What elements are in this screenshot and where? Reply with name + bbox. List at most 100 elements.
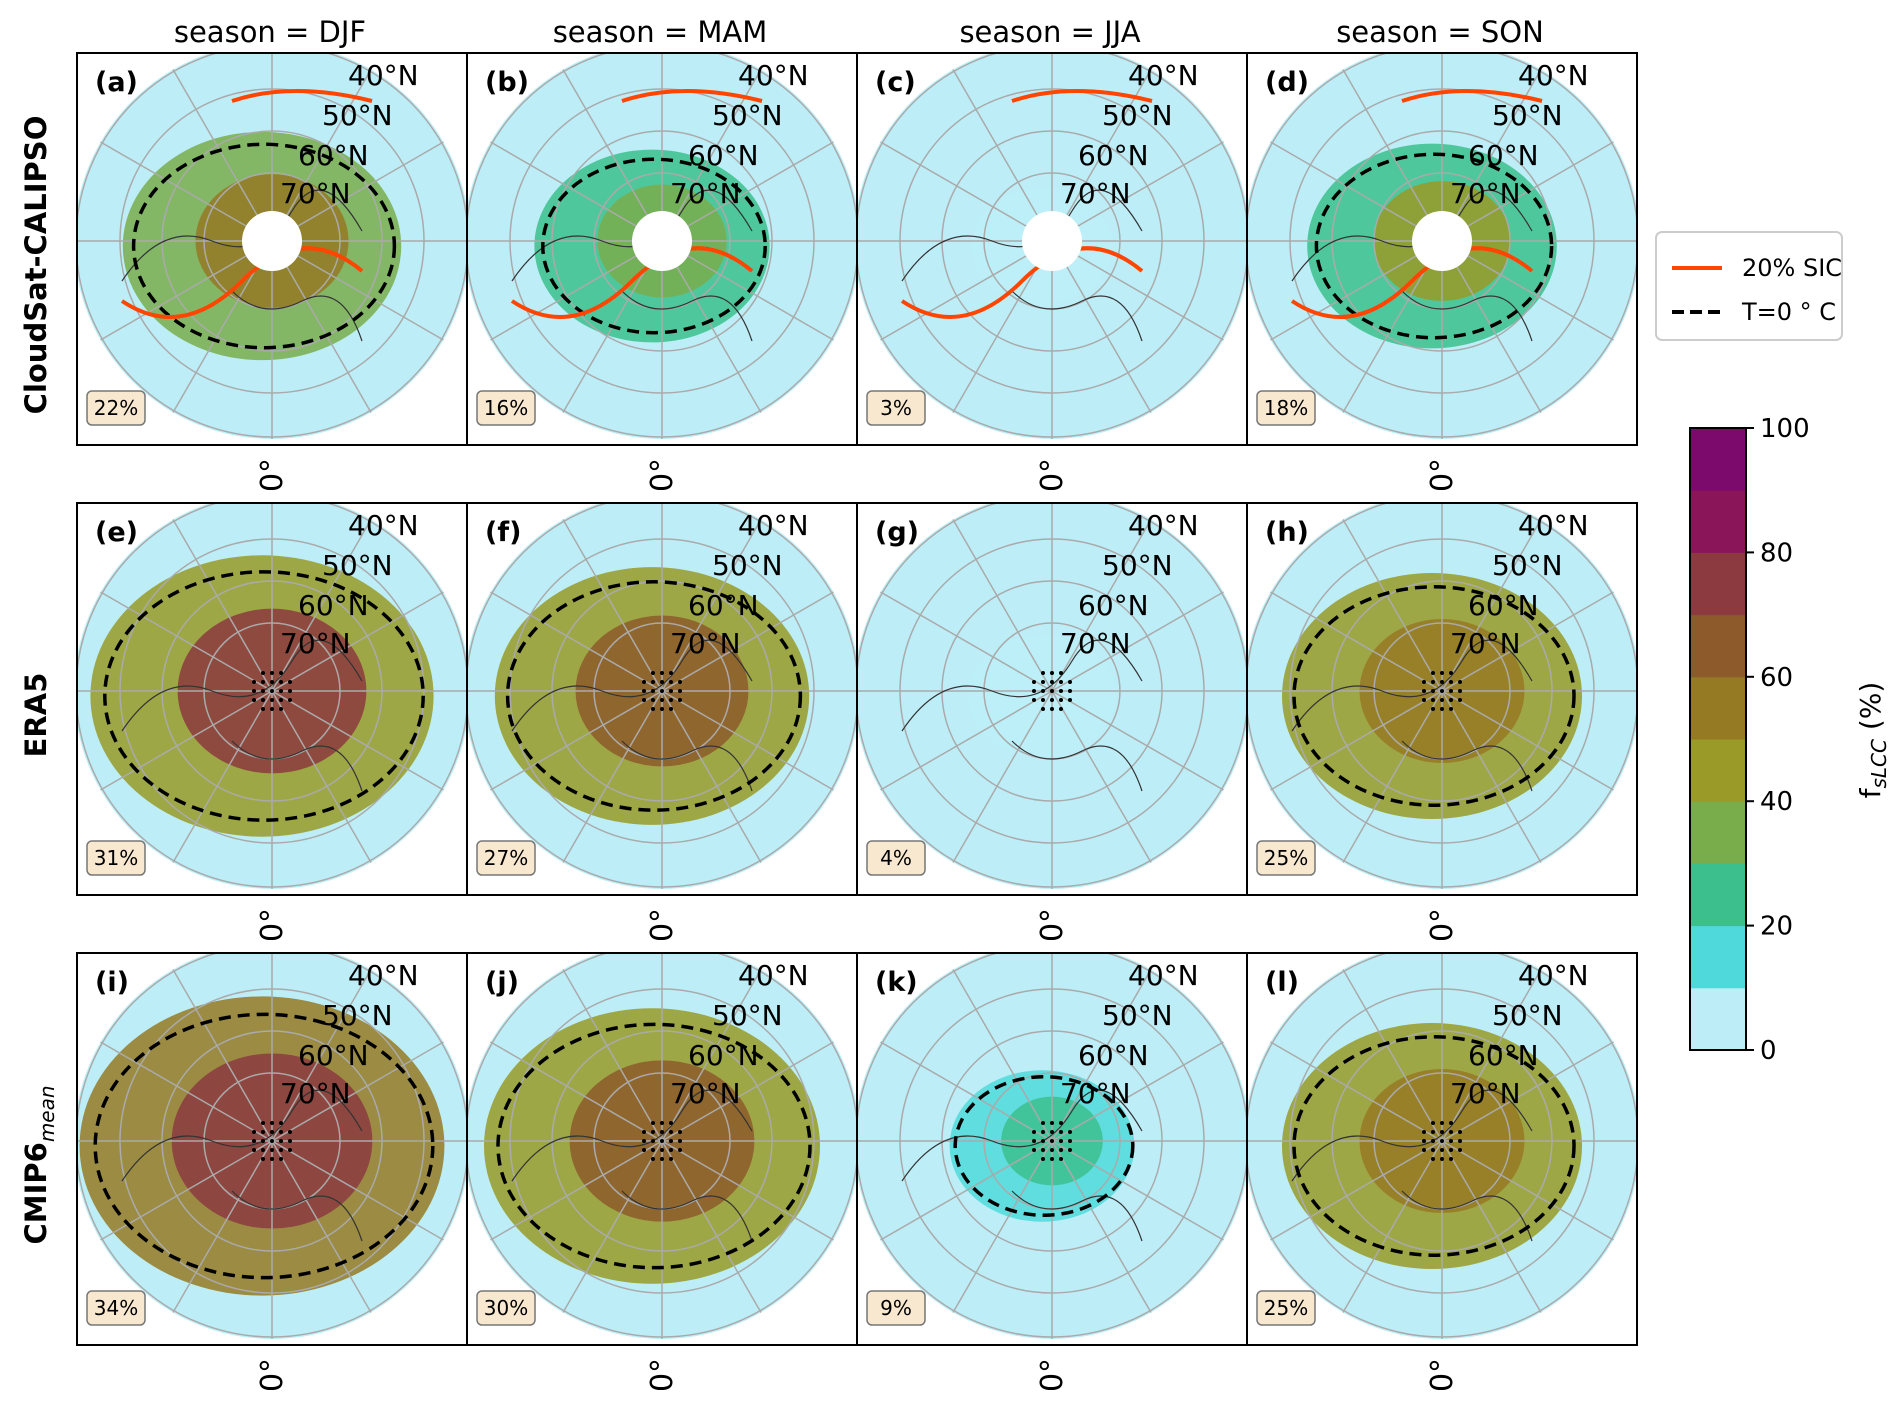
stipple-dot bbox=[642, 689, 646, 693]
panel-tag: (i) bbox=[95, 967, 129, 998]
stipple-dot bbox=[270, 1148, 274, 1152]
coastline bbox=[901, 639, 1143, 792]
stipple-dot bbox=[642, 1148, 646, 1152]
latitude-label: 60°N bbox=[688, 1039, 759, 1072]
stipple-dot bbox=[270, 707, 274, 711]
latitude-label: 70°N bbox=[1060, 177, 1131, 210]
percent-value: 4% bbox=[880, 846, 912, 870]
stipple-dot bbox=[1449, 689, 1453, 693]
latitude-label: 70°N bbox=[1060, 1077, 1131, 1110]
stipple-dot bbox=[1449, 1157, 1453, 1161]
map-panel: 40°N 50°N 60°N 70°N (b) 16% 0° bbox=[466, 52, 858, 492]
stipple-dot bbox=[651, 680, 655, 684]
percent-box bbox=[476, 1290, 536, 1326]
colorbar-tick-label: 60 bbox=[1760, 663, 1793, 693]
stipple-dot bbox=[651, 1121, 655, 1125]
column-titles: season = DJF season = MAM season = JJA s… bbox=[174, 15, 1544, 49]
map-area bbox=[1247, 53, 1637, 439]
row-labels: CloudSat-CALIPSO ERA5 CMIP6mean bbox=[19, 116, 59, 1245]
sea-ice-contour bbox=[510, 89, 763, 319]
stipple-dot bbox=[252, 680, 256, 684]
stipple-dot bbox=[660, 1157, 664, 1161]
panel-tag: (d) bbox=[1265, 67, 1309, 98]
stipple-dot bbox=[279, 1148, 283, 1152]
percent-value: 34% bbox=[94, 1296, 138, 1320]
longitude-label: 0° bbox=[1035, 458, 1070, 492]
latitude-label: 60°N bbox=[1078, 589, 1149, 622]
stipple-dot bbox=[1050, 707, 1054, 711]
stipple-dot bbox=[1440, 707, 1444, 711]
freezing-contour bbox=[1292, 585, 1576, 807]
percent-box bbox=[476, 840, 536, 876]
sea-ice-contour bbox=[1290, 89, 1543, 319]
map-area bbox=[1247, 953, 1637, 1339]
stipple-dot bbox=[642, 1139, 646, 1143]
map-panel: 40°N 50°N 60°N 70°N (c) 3% 0° bbox=[856, 52, 1248, 492]
freezing-contour bbox=[93, 1012, 435, 1280]
stipple-dot bbox=[288, 698, 292, 702]
stipple-dot bbox=[1032, 1139, 1036, 1143]
latitude-label: 50°N bbox=[712, 99, 783, 132]
stipple-dot bbox=[1050, 1148, 1054, 1152]
freezing-contour bbox=[131, 142, 397, 350]
stipple-dot bbox=[678, 1130, 682, 1134]
stipple-dot bbox=[1449, 1121, 1453, 1125]
latitude-label: 50°N bbox=[712, 999, 783, 1032]
stipple-dot bbox=[678, 680, 682, 684]
map-panel: 40°N 50°N 60°N 70°N (h) 25% 0° bbox=[1246, 502, 1638, 942]
stipple-dot bbox=[1422, 1130, 1426, 1134]
pole-gap bbox=[242, 211, 302, 271]
stipple-dot bbox=[660, 1139, 664, 1143]
latitude-label: 70°N bbox=[280, 177, 351, 210]
stipple-dot bbox=[1059, 1157, 1063, 1161]
stipple-dot bbox=[1050, 1121, 1054, 1125]
percent-box bbox=[866, 1290, 926, 1326]
stipple-dot bbox=[1032, 1130, 1036, 1134]
colorbar-block bbox=[1690, 676, 1746, 740]
stipple-dot bbox=[660, 680, 664, 684]
latitude-label: 40°N bbox=[348, 509, 419, 542]
stipple-dot bbox=[669, 1130, 673, 1134]
latitude-label: 40°N bbox=[1128, 59, 1199, 92]
colorbar-block bbox=[1690, 863, 1746, 927]
stipple-dot bbox=[1032, 689, 1036, 693]
coastline bbox=[121, 1089, 363, 1242]
stipple-dot bbox=[252, 689, 256, 693]
longitude-label: 0° bbox=[1425, 458, 1460, 492]
stipple-dot bbox=[270, 1130, 274, 1134]
legend-frame bbox=[1655, 231, 1843, 341]
stipple-dot bbox=[279, 689, 283, 693]
stipple-dot bbox=[678, 689, 682, 693]
stipple-dot bbox=[1059, 698, 1063, 702]
stipple-dot bbox=[1431, 1148, 1435, 1152]
coastline bbox=[1291, 1089, 1533, 1242]
stipple-dot bbox=[1068, 1139, 1072, 1143]
latitude-label: 50°N bbox=[1102, 549, 1173, 582]
panel-tag: (f) bbox=[485, 517, 521, 548]
panel-tag: (e) bbox=[95, 517, 138, 548]
latitude-label: 40°N bbox=[348, 59, 419, 92]
longitude-label: 0° bbox=[645, 908, 680, 942]
stipple-dot bbox=[1431, 689, 1435, 693]
colorbar-block bbox=[1690, 987, 1746, 1051]
stipple-dot bbox=[1431, 1130, 1435, 1134]
stipple-dot bbox=[1068, 689, 1072, 693]
latitude-label: 50°N bbox=[1102, 999, 1173, 1032]
stipple-dot bbox=[660, 1130, 664, 1134]
longitude-label: 0° bbox=[1425, 908, 1460, 942]
stipple-dot bbox=[660, 1121, 664, 1125]
stipple-dot bbox=[270, 698, 274, 702]
percent-value: 22% bbox=[94, 396, 138, 420]
stipple-dot bbox=[1068, 1130, 1072, 1134]
column-title-djf: season = DJF bbox=[174, 15, 366, 49]
stipple-dot bbox=[669, 707, 673, 711]
stipple-dot bbox=[669, 698, 673, 702]
colorbar-label: fsLCC (%) bbox=[1854, 682, 1891, 799]
latitude-label: 50°N bbox=[712, 549, 783, 582]
stipple-dot bbox=[642, 680, 646, 684]
freezing-contour bbox=[541, 157, 767, 335]
stipple-dot bbox=[270, 1121, 274, 1125]
panel-frame bbox=[1246, 952, 1638, 1346]
stipple-dot bbox=[1059, 680, 1063, 684]
stipple-dot bbox=[1440, 680, 1444, 684]
